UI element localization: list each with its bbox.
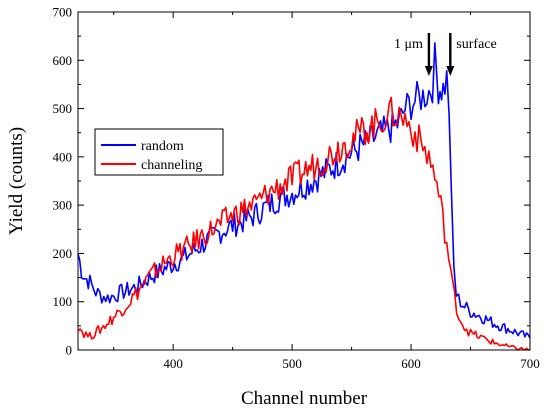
- y-tick-label: 300: [53, 198, 73, 213]
- y-tick-label: 0: [66, 343, 73, 358]
- y-axis-title: Yield (counts): [6, 127, 27, 235]
- series-line-random: [77, 42, 531, 339]
- y-tick-label: 600: [53, 53, 73, 68]
- plot-frame: [77, 11, 531, 351]
- legend: random channeling: [94, 128, 224, 176]
- annotation-surface-label: surface: [456, 37, 496, 52]
- x-axis-title: Channel number: [241, 388, 368, 409]
- y-tick-label: 100: [53, 294, 73, 309]
- annotation-arrow-head: [424, 66, 433, 76]
- x-tick-label: 600: [401, 356, 421, 371]
- x-tick-label: 400: [163, 356, 183, 371]
- y-tick-label: 400: [53, 149, 73, 164]
- y-tick-label: 700: [53, 5, 73, 20]
- x-tick-label: 700: [520, 356, 540, 371]
- y-tick-label: 200: [53, 246, 73, 261]
- legend-label-random: random: [141, 139, 184, 154]
- legend-label-channeling: channeling: [141, 158, 202, 173]
- series-line-channeling: [77, 96, 530, 351]
- legend-box: [94, 128, 224, 176]
- annotation-1um-label: 1 μm: [394, 37, 423, 52]
- x-tick-label: 500: [282, 356, 302, 371]
- annotation-arrow-head: [446, 66, 455, 76]
- y-tick-label: 500: [53, 101, 73, 116]
